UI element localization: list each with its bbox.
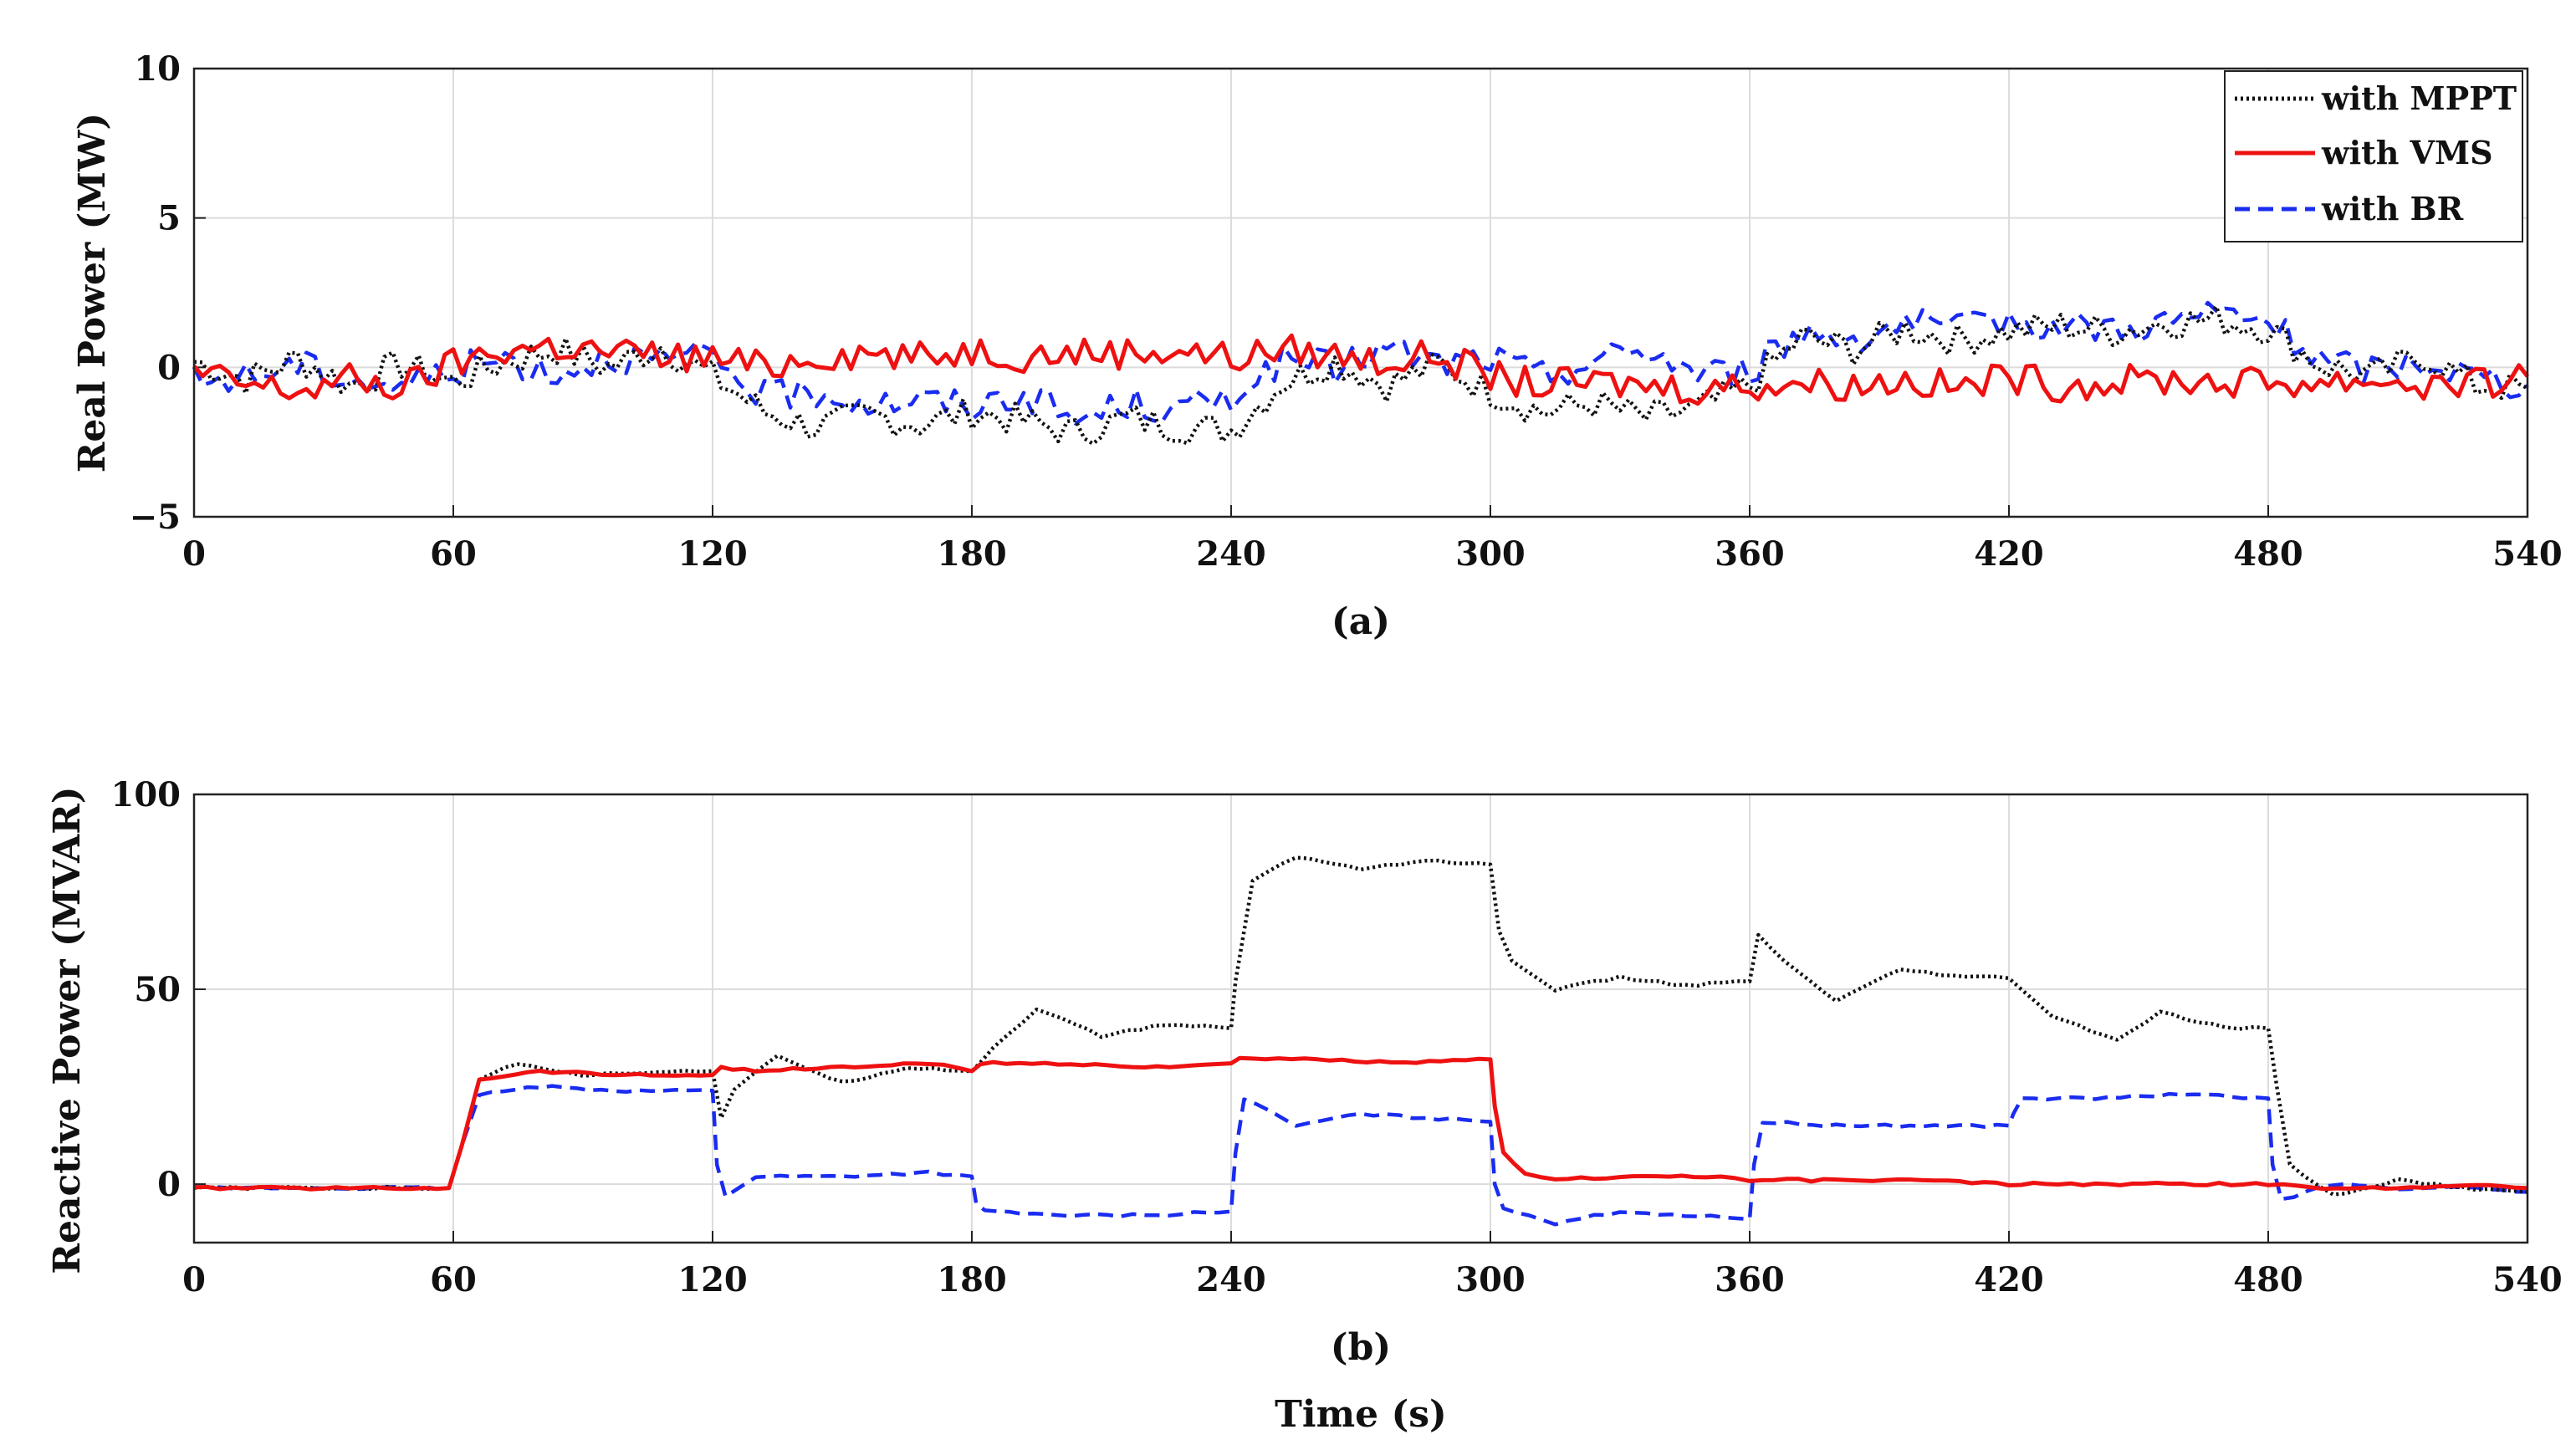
axes-frame-a [192, 67, 2529, 518]
legend-label-mppt: with MPPT [2321, 79, 2517, 117]
series-line-with-vms [192, 333, 2529, 406]
x-tick-label: 180 [937, 534, 1007, 574]
x-tick-label: 240 [1196, 1260, 1266, 1299]
x-tick-label: 300 [1455, 534, 1526, 574]
x-tick-label: 360 [1715, 534, 1785, 574]
x-tick-label: 540 [2492, 534, 2563, 574]
y-ticks-a: −5 0 5 10 [130, 49, 181, 537]
series-a [192, 300, 2529, 446]
y-tick-label: 0 [157, 348, 181, 387]
y-tick-label: 50 [134, 970, 181, 1009]
legend-box [2224, 70, 2523, 242]
series-b [193, 855, 2528, 1227]
y-axis-label-a: Real Power (MW) [71, 113, 114, 472]
y-ticks-b: 0 50 100 [111, 775, 181, 1204]
legend-label-vms: with VMS [2321, 134, 2493, 171]
y-axis-label-b: Reactive Power (MVAR) [46, 786, 89, 1274]
plot-area-a [194, 69, 2527, 517]
y-tick-label: 100 [111, 775, 181, 814]
x-ticks-b: 0 60 120 180 240 300 360 420 480 540 [182, 1260, 2563, 1299]
x-tick-label: 0 [182, 1260, 206, 1299]
x-tick-label: 300 [1455, 1260, 1526, 1299]
plot-area-b [194, 794, 2527, 1243]
y-tick-label: 0 [157, 1165, 181, 1204]
x-tick-label: 60 [430, 1260, 477, 1299]
x-tick-label: 420 [1974, 534, 2044, 574]
legend: with MPPT with VMS with BR [2224, 70, 2523, 242]
series-line-with-vms [193, 1055, 2528, 1192]
series-line-with-br [193, 1084, 2528, 1227]
y-tick-label: 10 [134, 49, 181, 89]
caption-a: (a) [1331, 600, 1390, 643]
x-tick-label: 0 [182, 534, 206, 574]
x-tick-label: 420 [1974, 1260, 2044, 1299]
series-line-with-mppt [193, 304, 2529, 446]
grid-a [193, 68, 2528, 518]
x-tick-label: 360 [1715, 1260, 1785, 1299]
x-tick-label: 180 [937, 1260, 1007, 1299]
y-tick-label: 5 [157, 199, 181, 238]
x-tick-label: 480 [2233, 534, 2303, 574]
x-ticks-a: 0 60 120 180 240 300 360 420 480 540 [182, 534, 2563, 574]
axes-frame-b [192, 793, 2529, 1244]
x-tick-label: 480 [2233, 1260, 2303, 1299]
x-tick-label: 60 [430, 534, 477, 574]
x-tick-label: 120 [677, 534, 748, 574]
x-tick-label: 540 [2492, 1260, 2563, 1299]
plot-b: 0 60 120 180 240 300 360 420 480 540 0 50 100 React… [46, 775, 2563, 1436]
x-tick-label: 240 [1196, 534, 1266, 574]
y-tick-label: −5 [130, 498, 181, 537]
caption-b: (b) [1331, 1326, 1391, 1369]
x-tick-label: 120 [677, 1260, 748, 1299]
legend-label-br: with BR [2321, 190, 2464, 227]
series-line-with-mppt [193, 855, 2528, 1197]
x-axis-label: Time (s) [1275, 1393, 1447, 1436]
